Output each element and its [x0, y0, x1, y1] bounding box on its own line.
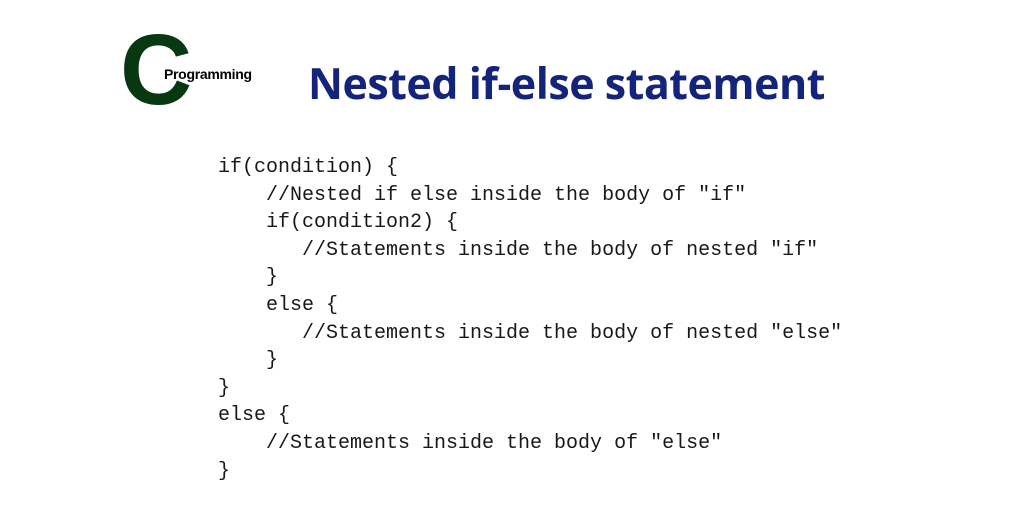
page-title: Nested if-else statement	[308, 53, 825, 112]
header: C Programming Nested if-else statement	[0, 0, 1024, 128]
c-programming-logo: C Programming	[120, 28, 240, 128]
logo-text: Programming	[164, 66, 252, 82]
code-block: if(condition) { //Nested if else inside …	[0, 128, 1024, 485]
code-content: if(condition) { //Nested if else inside …	[218, 156, 842, 483]
